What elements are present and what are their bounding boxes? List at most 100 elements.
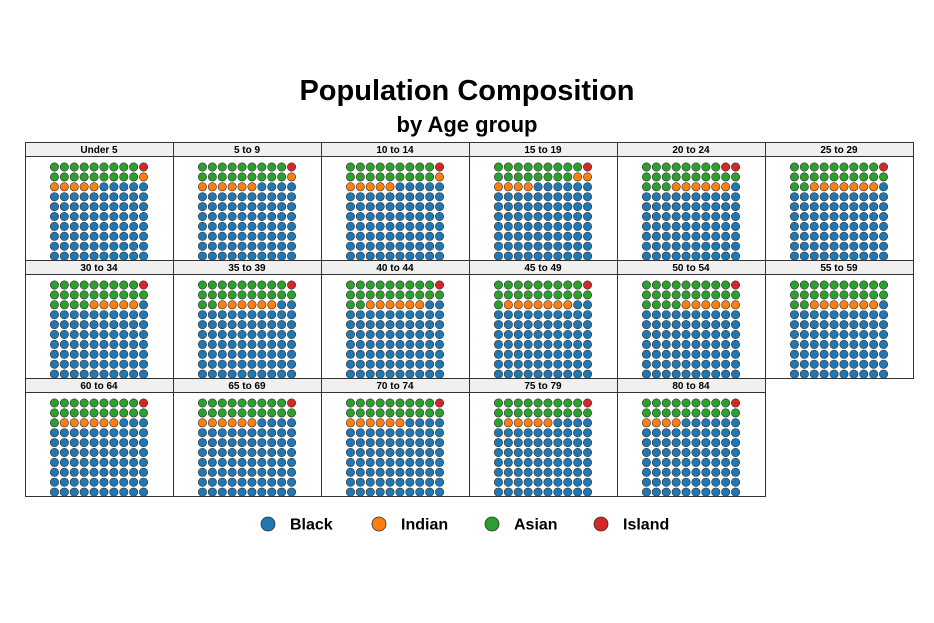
dot-black: [277, 212, 287, 222]
dot-black: [819, 369, 829, 379]
legend: Black Indian Asian Island: [260, 516, 669, 534]
dot-black: [523, 241, 533, 251]
panel-under-5: Under 5: [25, 142, 174, 261]
dot-black: [573, 212, 583, 222]
dot-asian: [573, 408, 583, 418]
dot-asian: [227, 290, 237, 300]
dot-black: [79, 447, 89, 457]
dot-black: [839, 241, 849, 251]
dot-black: [493, 310, 503, 320]
dot-black: [849, 349, 859, 359]
dot-black: [197, 329, 207, 339]
dot-black: [79, 251, 89, 261]
dot-black: [375, 241, 385, 251]
dot-black: [365, 241, 375, 251]
dot-black: [573, 349, 583, 359]
dot-black: [533, 192, 543, 202]
dot-black: [119, 428, 129, 438]
dot-black: [523, 192, 533, 202]
dot-indian: [59, 182, 69, 192]
dot-asian: [731, 290, 741, 300]
dot-black: [287, 369, 297, 379]
dot-black: [355, 487, 365, 497]
dot-black: [641, 202, 651, 212]
panel-frame: [469, 142, 618, 261]
dot-black: [237, 369, 247, 379]
dot-indian: [99, 300, 109, 310]
dot-asian: [129, 398, 139, 408]
dot-black: [711, 487, 721, 497]
dot-black: [49, 349, 59, 359]
dot-black: [59, 467, 69, 477]
dot-asian: [365, 290, 375, 300]
dot-black: [661, 447, 671, 457]
dot-asian: [671, 398, 681, 408]
dot-indian: [385, 418, 395, 428]
dot-black: [109, 182, 119, 192]
dot-black: [69, 487, 79, 497]
dot-black: [375, 212, 385, 222]
dot-asian: [415, 172, 425, 182]
dot-asian: [217, 162, 227, 172]
dot-black: [661, 310, 671, 320]
dot-black: [79, 192, 89, 202]
dot-black: [227, 251, 237, 261]
dot-indian: [345, 418, 355, 428]
dot-indian: [247, 300, 257, 310]
dot-black: [385, 241, 395, 251]
dot-black: [287, 251, 297, 261]
dot-black: [563, 457, 573, 467]
dot-black: [523, 438, 533, 448]
dot-island: [583, 162, 593, 172]
dot-black: [287, 202, 297, 212]
dot-asian: [119, 172, 129, 182]
dot-asian: [69, 408, 79, 418]
dot-black: [533, 428, 543, 438]
dot-black: [691, 457, 701, 467]
dot-black: [277, 310, 287, 320]
dot-asian: [789, 172, 799, 182]
dot-black: [277, 467, 287, 477]
dot-black: [493, 339, 503, 349]
dot-black: [109, 428, 119, 438]
dot-black: [553, 221, 563, 231]
dot-indian: [99, 418, 109, 428]
dot-indian: [69, 418, 79, 428]
dot-black: [99, 212, 109, 222]
dot-asian: [493, 408, 503, 418]
dot-asian: [99, 408, 109, 418]
dot-indian: [523, 182, 533, 192]
dot-indian: [415, 300, 425, 310]
dot-asian: [533, 162, 543, 172]
dot-black: [69, 251, 79, 261]
dot-black: [641, 487, 651, 497]
dot-black: [435, 241, 445, 251]
dot-asian: [829, 280, 839, 290]
dot-indian: [681, 182, 691, 192]
legend-swatch: [593, 516, 609, 532]
dot-black: [49, 487, 59, 497]
dot-black: [533, 359, 543, 369]
dot-black: [79, 202, 89, 212]
dot-black: [99, 310, 109, 320]
dot-black: [435, 477, 445, 487]
dot-black: [681, 477, 691, 487]
dot-black: [553, 369, 563, 379]
dot-asian: [651, 300, 661, 310]
dot-asian: [711, 172, 721, 182]
dot-black: [839, 251, 849, 261]
dot-black: [99, 231, 109, 241]
dot-black: [345, 477, 355, 487]
dot-black: [849, 310, 859, 320]
dot-black: [99, 467, 109, 477]
dot-black: [701, 457, 711, 467]
dot-asian: [345, 300, 355, 310]
dot-black: [701, 477, 711, 487]
dot-asian: [69, 398, 79, 408]
dot-black: [553, 428, 563, 438]
dot-black: [543, 447, 553, 457]
dot-black: [829, 212, 839, 222]
panel-label: 65 to 69: [228, 381, 266, 392]
dot-black: [671, 339, 681, 349]
dot-black: [583, 438, 593, 448]
